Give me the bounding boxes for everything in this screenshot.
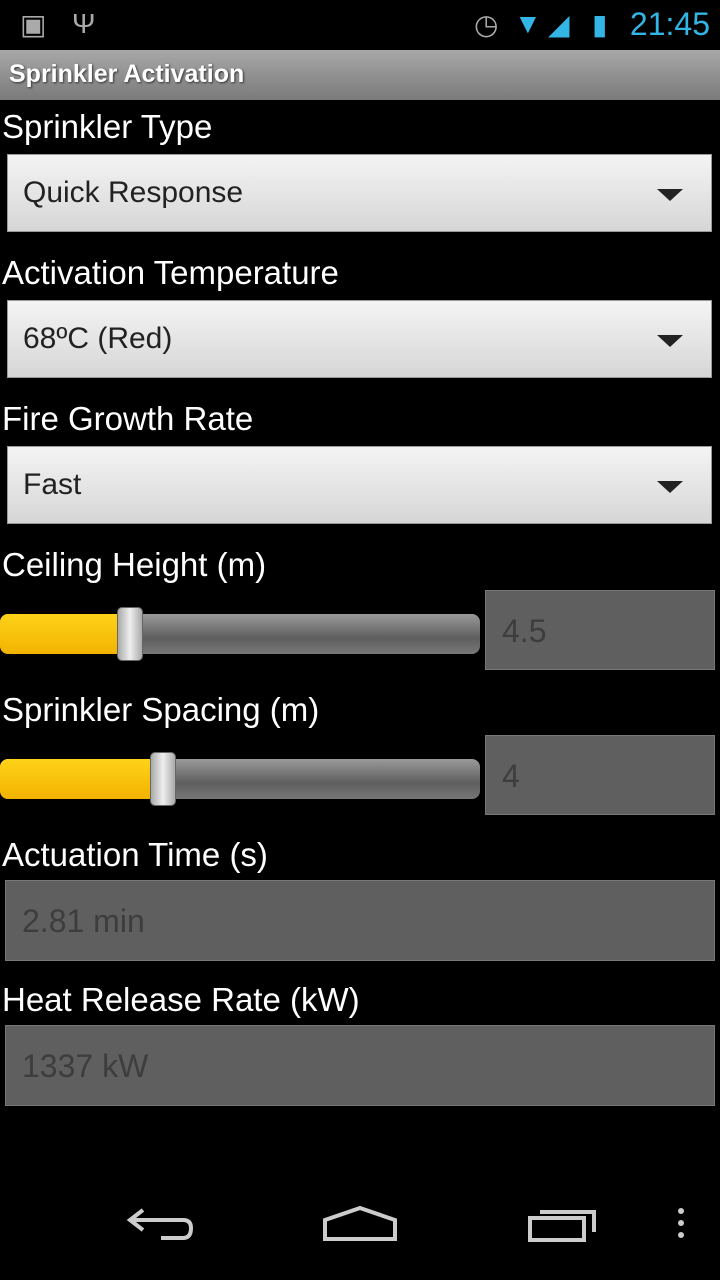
fire-growth-rate-label: Fire Growth Rate bbox=[2, 400, 254, 437]
android-debug-icon: ▣ bbox=[20, 9, 47, 40]
activation-temperature-spinner[interactable]: 68ºC (Red) bbox=[7, 300, 712, 378]
ceiling-height-slider-thumb[interactable] bbox=[116, 607, 143, 661]
alarm-icon: ◷ bbox=[474, 9, 499, 40]
output-value: 2.81 min bbox=[22, 903, 145, 939]
wifi-icon: ▼ bbox=[514, 8, 542, 39]
overflow-menu-icon[interactable] bbox=[675, 1206, 687, 1242]
signal-icon: ◢ bbox=[548, 9, 570, 40]
spinner-value: Fast bbox=[23, 468, 82, 501]
sprinkler-type-label: Sprinkler Type bbox=[2, 108, 213, 145]
slider-fill bbox=[0, 614, 130, 654]
fire-growth-rate-spinner[interactable]: Fast bbox=[7, 446, 712, 524]
clock: 21:45 bbox=[629, 6, 710, 42]
spinner-value: Quick Response bbox=[23, 176, 244, 209]
dropdown-arrow-icon bbox=[657, 335, 683, 347]
home-icon[interactable] bbox=[322, 1206, 398, 1242]
sprinkler-spacing-label: Sprinkler Spacing (m) bbox=[2, 691, 320, 728]
activation-temperature-label: Activation Temperature bbox=[2, 254, 339, 291]
sprinkler-spacing-input[interactable]: 4 bbox=[485, 735, 715, 815]
slider-fill bbox=[0, 759, 164, 799]
actuation-time-label: Actuation Time (s) bbox=[2, 836, 268, 873]
ceiling-height-input[interactable]: 4.5 bbox=[485, 590, 715, 670]
usb-icon: Ψ bbox=[72, 8, 96, 39]
ceiling-height-slider[interactable] bbox=[0, 614, 480, 654]
output-value: 1337 kW bbox=[22, 1048, 149, 1084]
sprinkler-type-spinner[interactable]: Quick Response bbox=[7, 154, 712, 232]
input-value: 4.5 bbox=[502, 613, 547, 649]
back-icon[interactable] bbox=[125, 1204, 195, 1244]
spinner-value: 68ºC (Red) bbox=[23, 322, 173, 355]
ceiling-height-label: Ceiling Height (m) bbox=[2, 546, 267, 583]
input-value: 4 bbox=[502, 758, 520, 794]
heat-release-rate-output: 1337 kW bbox=[5, 1025, 715, 1106]
sprinkler-spacing-slider[interactable] bbox=[0, 759, 480, 799]
app-title: Sprinkler Activation bbox=[9, 60, 245, 88]
navigation-bar bbox=[0, 1184, 720, 1280]
heat-release-rate-label: Heat Release Rate (kW) bbox=[2, 981, 360, 1018]
action-bar: Sprinkler Activation bbox=[0, 50, 720, 100]
battery-charging-icon: ▮ bbox=[592, 9, 608, 40]
recent-apps-icon[interactable] bbox=[527, 1204, 599, 1244]
actuation-time-output: 2.81 min bbox=[5, 880, 715, 961]
dropdown-arrow-icon bbox=[657, 189, 683, 201]
dropdown-arrow-icon bbox=[657, 481, 683, 493]
sprinkler-spacing-slider-thumb[interactable] bbox=[150, 752, 177, 806]
status-bar: ▣ Ψ ◷ ▼ ◢ ▮ 21:45 bbox=[0, 0, 720, 50]
